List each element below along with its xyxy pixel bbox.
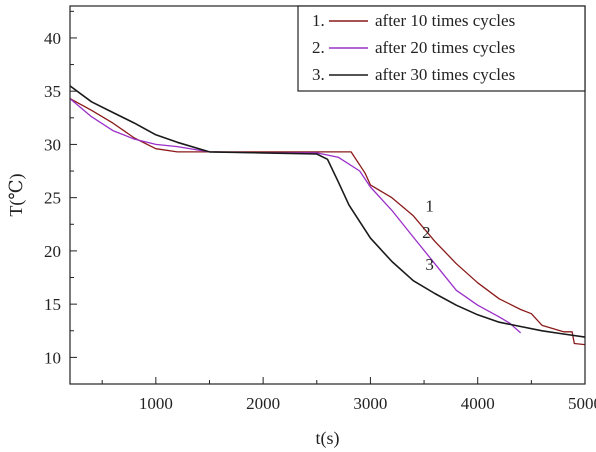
legend-label-2: after 20 times cycles: [375, 38, 515, 57]
y-tick-label: 30: [44, 135, 61, 154]
axes: 1000 2000 3000 4000 5000 10 15 20 25 30 35 40: [44, 10, 596, 413]
legend-label-1: after 10 times cycles: [375, 11, 515, 30]
y-tick-label: 20: [44, 242, 61, 261]
x-tick-label: 4000: [461, 394, 495, 413]
legend-prefix-3: 3.: [312, 65, 325, 84]
x-tick-label: 2000: [246, 394, 280, 413]
y-tick-label: 40: [44, 29, 61, 48]
y-axis-title: T(℃): [6, 173, 27, 216]
x-tick-label: 1000: [139, 394, 173, 413]
legend-prefix-1: 1.: [312, 11, 325, 30]
x-tick-label: 3000: [353, 394, 387, 413]
plot-marks: 1 2 3: [70, 85, 585, 346]
curve-label-1: 1: [425, 197, 434, 216]
legend-label-3: after 30 times cycles: [375, 65, 515, 84]
series-line-3: [70, 85, 585, 338]
y-tick-label: 10: [44, 348, 61, 367]
legend: 1. after 10 times cycles 2. after 20 times …: [297, 5, 586, 92]
series-line-2: [70, 98, 522, 334]
x-tick-label: 5000: [568, 394, 596, 413]
y-tick-label: 15: [44, 295, 61, 314]
legend-prefix-2: 2.: [312, 38, 325, 57]
series-line-1: [70, 98, 585, 346]
curve-label-3: 3: [425, 255, 434, 274]
x-axis-title: t(s): [316, 428, 340, 449]
curve-label-2: 2: [422, 223, 431, 242]
y-tick-label: 25: [44, 189, 61, 208]
y-tick-label: 35: [44, 82, 61, 101]
